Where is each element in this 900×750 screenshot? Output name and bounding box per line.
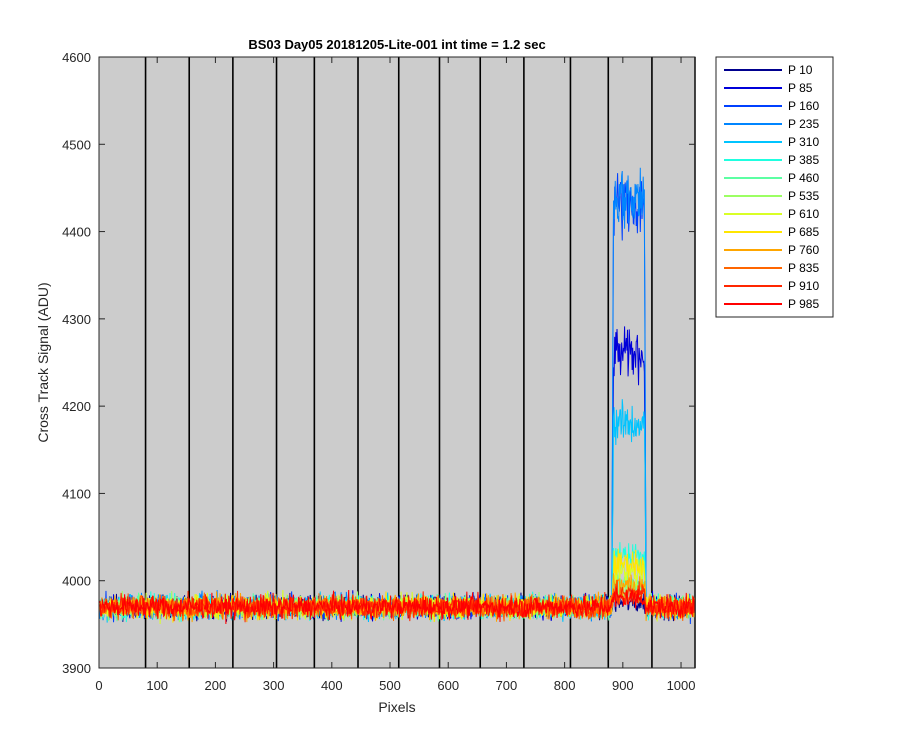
legend-label: P 685 bbox=[788, 225, 819, 239]
plot-background bbox=[99, 57, 695, 668]
x-tick-label: 0 bbox=[95, 678, 102, 693]
x-tick-label: 300 bbox=[263, 678, 285, 693]
legend-label: P 235 bbox=[788, 117, 819, 131]
y-tick-label: 3900 bbox=[62, 661, 91, 676]
series-line bbox=[99, 587, 696, 625]
x-tick-label: 700 bbox=[496, 678, 518, 693]
y-axis-ticks: 3900 4000 4100 4200 4300 4400 4500 4600 bbox=[62, 50, 695, 676]
plot-frame bbox=[98, 56, 696, 669]
x-axis-ticks: 0 100 200 300 400 500 600 700 800 900 1000 bbox=[95, 57, 695, 693]
y-tick-label: 4500 bbox=[62, 137, 91, 152]
y-axis-label: Cross Track Signal (ADU) bbox=[35, 282, 51, 442]
y-tick-label: 4000 bbox=[62, 574, 91, 589]
y-tick-label: 4200 bbox=[62, 399, 91, 414]
legend-label: P 85 bbox=[788, 81, 813, 95]
legend: P 10 P 85 P 160 P 235 P 310 P 385 P 460 P 535 P … bbox=[715, 56, 834, 318]
x-axis-label: Pixels bbox=[378, 699, 415, 715]
chart-title: BS03 Day05 20181205-Lite-001 int time = … bbox=[248, 37, 545, 52]
x-tick-label: 500 bbox=[379, 678, 401, 693]
legend-label: P 460 bbox=[788, 171, 819, 185]
y-tick-label: 4300 bbox=[62, 312, 91, 327]
legend-label: P 385 bbox=[788, 153, 819, 167]
series-lines bbox=[99, 167, 696, 625]
y-tick-label: 4600 bbox=[62, 50, 91, 65]
legend-label: P 310 bbox=[788, 135, 819, 149]
x-tick-label: 100 bbox=[146, 678, 168, 693]
y-tick-label: 4100 bbox=[62, 486, 91, 501]
x-tick-label: 1000 bbox=[667, 678, 696, 693]
legend-label: P 835 bbox=[788, 261, 819, 275]
legend-label: P 535 bbox=[788, 189, 819, 203]
x-tick-label: 900 bbox=[612, 678, 634, 693]
x-tick-label: 800 bbox=[554, 678, 576, 693]
x-tick-label: 400 bbox=[321, 678, 343, 693]
legend-box bbox=[715, 56, 834, 318]
legend-label: P 610 bbox=[788, 207, 819, 221]
x-tick-label: 600 bbox=[437, 678, 459, 693]
legend-label: P 760 bbox=[788, 243, 819, 257]
x-tick-label: 200 bbox=[205, 678, 227, 693]
legend-label: P 160 bbox=[788, 99, 819, 113]
legend-label: P 910 bbox=[788, 279, 819, 293]
legend-label: P 10 bbox=[788, 63, 813, 77]
y-tick-label: 4400 bbox=[62, 225, 91, 240]
legend-label: P 985 bbox=[788, 297, 819, 311]
